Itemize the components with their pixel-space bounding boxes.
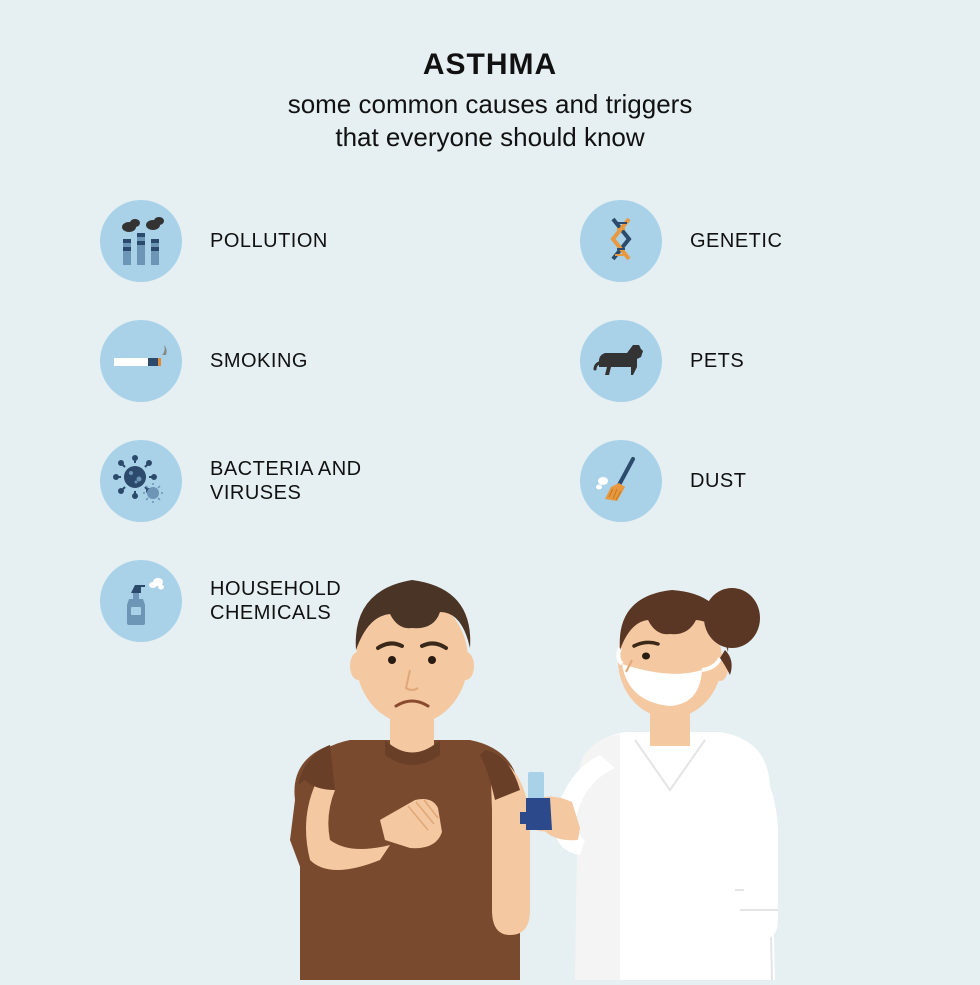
trigger-genetic: GENETIC bbox=[580, 200, 880, 282]
broom-icon bbox=[580, 440, 662, 522]
trigger-label: GENETIC bbox=[690, 229, 782, 253]
trigger-label: DUST bbox=[690, 469, 746, 493]
trigger-label: PETS bbox=[690, 349, 744, 373]
trigger-label: POLLUTION bbox=[210, 229, 328, 253]
pollution-icon bbox=[100, 200, 182, 282]
spray-icon bbox=[100, 560, 182, 642]
smoking-icon bbox=[100, 320, 182, 402]
page-title: ASTHMA bbox=[0, 48, 980, 82]
trigger-label: SMOKING bbox=[210, 349, 308, 373]
trigger-label: BACTERIA AND VIRUSES bbox=[210, 457, 362, 505]
nurse-figure bbox=[520, 588, 778, 980]
trigger-pets: PETS bbox=[580, 320, 880, 402]
trigger-smoking: SMOKING bbox=[100, 320, 480, 402]
page-subtitle: some common causes and triggers that eve… bbox=[0, 88, 980, 153]
trigger-pollution: POLLUTION bbox=[100, 200, 480, 282]
patient-nurse-illustration bbox=[180, 540, 800, 980]
dog-icon bbox=[580, 320, 662, 402]
patient-figure bbox=[290, 580, 530, 980]
dna-icon bbox=[580, 200, 662, 282]
virus-icon bbox=[100, 440, 182, 522]
header: ASTHMA some common causes and triggers t… bbox=[0, 0, 980, 153]
trigger-dust: DUST bbox=[580, 440, 880, 522]
trigger-bacteria: BACTERIA AND VIRUSES bbox=[100, 440, 480, 522]
